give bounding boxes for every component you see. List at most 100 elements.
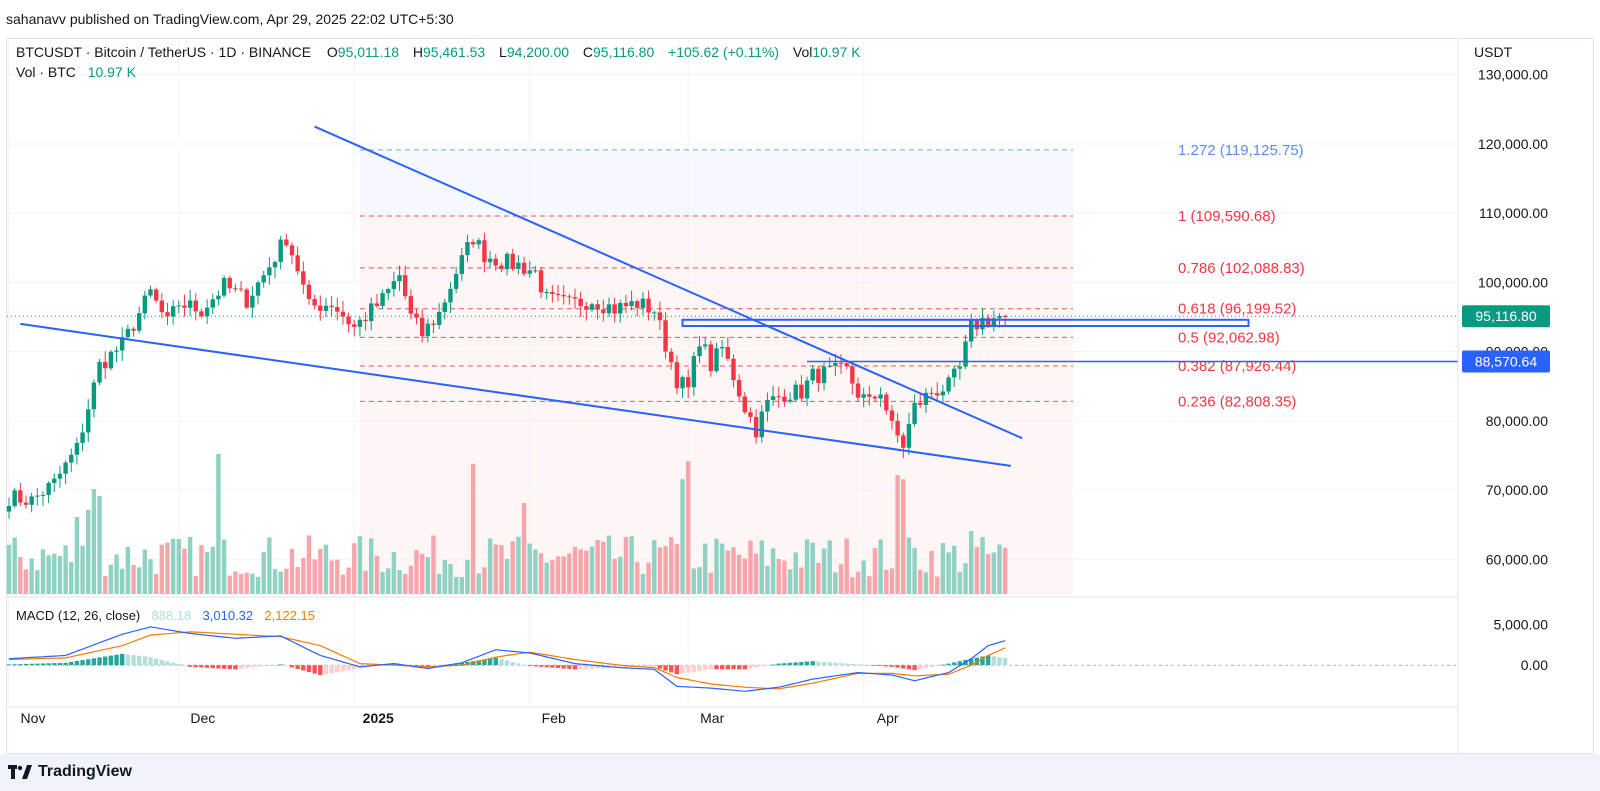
candle-body <box>403 275 408 297</box>
macd-histogram-bar <box>182 665 187 667</box>
volume-bar <box>555 556 561 594</box>
macd-histogram-bar <box>753 665 759 668</box>
candle-body <box>204 307 210 317</box>
macd-histogram-bar <box>419 665 425 667</box>
macd-histogram-bar <box>912 665 917 671</box>
macd-histogram-bar <box>436 665 442 667</box>
volume-bar <box>550 560 555 594</box>
macd-histogram-bar <box>952 662 957 666</box>
volume-bar <box>889 568 895 594</box>
candle-body <box>329 305 334 308</box>
macd-line <box>8 626 1006 692</box>
volume-bar <box>357 536 363 594</box>
candle-body <box>748 412 753 417</box>
volume-bar <box>386 568 391 594</box>
macd-histogram-bar <box>131 655 136 666</box>
macd-histogram-bar <box>391 663 397 666</box>
volume-bar <box>363 570 368 594</box>
macd-histogram-bar <box>255 665 261 667</box>
candle-body <box>997 315 1002 319</box>
candle-body <box>759 411 764 438</box>
volume-bar <box>284 568 289 594</box>
candle-body <box>918 402 923 405</box>
macd-histogram-bar <box>618 665 623 668</box>
candle-body <box>323 305 329 311</box>
volume-bar <box>487 538 493 594</box>
volume-bar <box>408 565 414 594</box>
price-tick-label: 80,000.00 <box>1486 413 1548 429</box>
close-label: C <box>582 44 594 60</box>
tradingview-logo[interactable]: TradingView <box>8 763 132 781</box>
candle-body <box>533 270 538 272</box>
candle-body <box>686 377 691 388</box>
candle-body <box>465 242 470 256</box>
price-tick-label: 100,000.00 <box>1478 274 1548 290</box>
volume-bar <box>86 510 91 594</box>
candle-body <box>318 305 323 311</box>
macd-histogram-bar <box>708 665 714 670</box>
fib-level-label: 0.382 (87,926.44) <box>1178 358 1296 375</box>
candle-body <box>29 496 34 505</box>
volume-bar <box>697 567 702 594</box>
candle-body <box>793 384 798 400</box>
volume-bar <box>719 543 725 594</box>
volume-bar <box>187 536 193 594</box>
candle-body <box>669 351 674 363</box>
candle-body <box>867 394 872 397</box>
volume-bar <box>612 558 617 594</box>
volume-bar <box>278 571 283 594</box>
volume-bar <box>391 551 397 594</box>
candle-body <box>544 292 549 294</box>
tradingview-logo-icon <box>8 765 32 779</box>
volume-bar <box>289 548 295 594</box>
volume-bar <box>442 559 448 594</box>
candle-body <box>233 288 238 290</box>
volume-bar <box>663 546 668 594</box>
macd-histogram-bar <box>601 665 606 669</box>
volume-bar <box>606 535 612 594</box>
candle-body <box>838 363 844 365</box>
volume-bar <box>782 560 787 594</box>
candle-body <box>753 416 759 438</box>
candle-body <box>91 382 97 410</box>
candle-body <box>861 394 866 398</box>
candle-body <box>702 344 708 347</box>
candle-body <box>52 478 57 483</box>
candle-body <box>646 298 651 313</box>
candle-body <box>23 502 29 505</box>
vol-value: 10.97 K <box>812 44 861 60</box>
volume-bar <box>686 461 691 594</box>
price-badge-label: 88,570.64 <box>1475 354 1537 370</box>
macd-histogram-bar <box>487 658 493 666</box>
volume-bar <box>159 544 165 594</box>
publish-bar: sahanavv published on TradingView.com, A… <box>0 0 1600 38</box>
candle-body <box>80 432 85 443</box>
candle-body <box>623 302 629 307</box>
macd-histogram-bar <box>170 662 176 666</box>
macd-histogram-bar <box>901 665 906 669</box>
candle-body <box>193 300 198 312</box>
candle-body <box>114 350 119 352</box>
candle-body <box>940 391 946 396</box>
volume-bar <box>91 489 97 594</box>
candle-body <box>210 299 215 308</box>
price-tick-label: 60,000.00 <box>1486 551 1548 567</box>
candle-body <box>431 323 436 325</box>
macd-histogram-bar <box>120 653 125 666</box>
macd-histogram-bar <box>323 665 329 675</box>
candle-body <box>57 473 63 479</box>
volume-bar <box>199 545 204 594</box>
macd-histogram-bar <box>782 663 787 666</box>
candle-body <box>776 396 781 398</box>
volume-bar <box>301 558 306 594</box>
candle-body <box>618 302 623 314</box>
candle-body <box>929 392 934 394</box>
volume-bar <box>810 542 815 594</box>
volume-bar <box>448 563 453 594</box>
volume-bar <box>584 550 589 594</box>
candle-body <box>855 383 861 398</box>
volume-bar <box>991 552 997 594</box>
volume-bar <box>52 553 57 594</box>
candle-body <box>850 366 855 384</box>
